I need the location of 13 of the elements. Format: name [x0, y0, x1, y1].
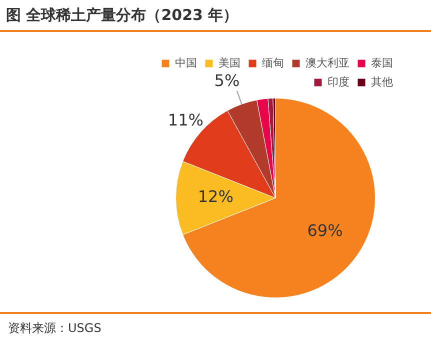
legend-label: 泰国 [371, 56, 393, 70]
data-label: 12% [198, 187, 234, 206]
legend-label: 其他 [371, 75, 393, 88]
data-label: 5% [214, 71, 240, 90]
data-label: 69% [307, 220, 343, 240]
legend-label: 美国 [218, 56, 240, 70]
legend-label: 澳大利亚 [306, 56, 350, 70]
legend-label: 缅甸 [262, 56, 284, 70]
legend-label: 中国 [175, 56, 197, 70]
text: 资料来源：USGS [8, 320, 102, 337]
data-label: 11% [168, 110, 204, 130]
chart-title: 图 全球稀土产量分布（2023 年） [6, 6, 238, 25]
legend-label: 印度 [328, 75, 350, 88]
